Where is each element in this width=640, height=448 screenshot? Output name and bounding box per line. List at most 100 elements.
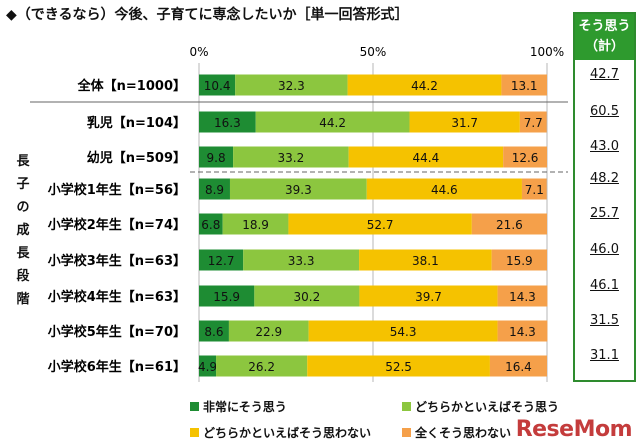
data-label: 8.6 <box>204 325 223 339</box>
bar-segment <box>308 320 498 342</box>
watermark-logo: ReseMom <box>515 417 633 442</box>
data-label: 26.2 <box>248 360 275 374</box>
bar-segment <box>307 355 490 377</box>
bar-segment <box>254 285 360 307</box>
data-label: 4.9 <box>198 360 217 374</box>
summary-value: 31.5 <box>590 313 619 328</box>
data-label: 33.2 <box>278 151 305 165</box>
bar-segment <box>199 74 236 96</box>
legend-label: 全くそう思わない <box>415 426 512 440</box>
bar-segment <box>199 285 255 307</box>
data-label: 13.1 <box>511 79 538 93</box>
data-label: 39.3 <box>285 183 312 197</box>
x-tick-label: 100% <box>530 45 564 59</box>
bar-segment <box>348 146 504 168</box>
bar-segment <box>521 178 547 200</box>
category-label: 幼児【n=509】 <box>87 150 186 166</box>
legend-label: 非常にそう思う <box>203 400 287 414</box>
bar-segment <box>199 355 217 377</box>
bar-segment <box>222 213 289 235</box>
x-tick-label: 50% <box>360 45 387 59</box>
bar-segment <box>288 213 472 235</box>
data-label: 22.9 <box>255 325 282 339</box>
bar-segment <box>228 320 309 342</box>
bar-segment <box>519 111 547 133</box>
bar-segment <box>409 111 520 133</box>
category-label: 乳児【n=104】 <box>87 115 186 131</box>
bar-segment <box>501 74 547 96</box>
data-label: 52.5 <box>385 360 412 374</box>
legend-swatch <box>402 402 411 411</box>
bar-segment <box>503 146 547 168</box>
bar-segment <box>229 178 367 200</box>
category-label: 小学校3年生【n=63】 <box>48 253 186 269</box>
bar-segment <box>243 249 360 271</box>
data-label: 21.6 <box>496 218 523 232</box>
bar-segment <box>199 320 229 342</box>
bar-segment <box>359 249 492 271</box>
data-label: 54.3 <box>390 325 417 339</box>
bar-segment <box>359 285 498 307</box>
bar-segment <box>199 111 256 133</box>
bar-segment <box>366 178 522 200</box>
data-label: 7.1 <box>525 183 544 197</box>
summary-value: 48.2 <box>590 171 619 186</box>
legend-label: どちらかといえばそう思う <box>415 400 560 414</box>
legend-item: どちらかといえばそう思わない <box>190 424 371 441</box>
chart-title: ◆（できるなら）今後、子育てに専念したいか［単一回答形式］ <box>6 7 409 23</box>
bar-segment <box>216 355 308 377</box>
bar-segment <box>199 146 234 168</box>
bar-segment <box>235 74 348 96</box>
group-label-char: 長 <box>16 246 30 261</box>
group-label-char: 長 <box>16 154 30 169</box>
data-label: 14.3 <box>509 325 536 339</box>
category-label: 全体【n=1000】 <box>77 78 186 94</box>
data-label: 31.7 <box>451 116 478 130</box>
data-label: 15.9 <box>506 254 533 268</box>
data-label: 9.8 <box>207 151 226 165</box>
bar-segment <box>489 355 547 377</box>
group-label-char: の <box>16 200 30 215</box>
category-label: 小学校5年生【n=70】 <box>48 324 186 340</box>
group-label: 長 子 の 成 長 段 階 <box>14 150 32 311</box>
bar-segment <box>491 249 547 271</box>
bar-segment <box>347 74 502 96</box>
data-label: 12.7 <box>208 254 235 268</box>
data-label: 44.4 <box>413 151 440 165</box>
category-label: 小学校6年生【n=61】 <box>48 359 186 375</box>
category-label: 小学校4年生【n=63】 <box>48 289 186 305</box>
legend-item: どちらかといえばそう思う <box>402 398 559 415</box>
data-label: 15.9 <box>213 290 240 304</box>
bar-segment <box>233 146 349 168</box>
data-label: 52.7 <box>367 218 394 232</box>
bar-segment <box>255 111 410 133</box>
category-label: 小学校2年生【n=74】 <box>48 217 186 233</box>
group-label-char: 段 <box>16 269 30 284</box>
legend-swatch <box>190 402 199 411</box>
summary-header-line: そう思う <box>578 19 631 34</box>
category-label: 小学校1年生【n=56】 <box>48 182 186 198</box>
legend-swatch <box>190 428 199 437</box>
data-label: 16.4 <box>505 360 532 374</box>
data-label: 44.6 <box>431 183 458 197</box>
data-label: 30.2 <box>294 290 321 304</box>
x-tick-label: 0% <box>189 45 208 59</box>
summary-box: そう思う （計） 42.7 60.5 43.0 48.2 25.7 46.0 46.1 31.… <box>573 12 636 382</box>
data-label: 18.9 <box>242 218 269 232</box>
data-label: 16.3 <box>214 116 241 130</box>
summary-value: 31.1 <box>590 348 619 363</box>
data-label: 32.3 <box>278 79 305 93</box>
bar-segment <box>497 285 548 307</box>
summary-header: そう思う （計） <box>575 14 634 60</box>
data-label: 14.3 <box>509 290 536 304</box>
data-label: 44.2 <box>319 116 346 130</box>
summary-value: 46.1 <box>590 278 619 293</box>
data-label: 8.9 <box>205 183 224 197</box>
group-label-char: 子 <box>16 177 30 192</box>
summary-value: 25.7 <box>590 206 619 221</box>
data-label: 7.7 <box>524 116 543 130</box>
bar-segment <box>471 213 547 235</box>
bar-segment <box>199 213 223 235</box>
data-label: 10.4 <box>204 79 231 93</box>
